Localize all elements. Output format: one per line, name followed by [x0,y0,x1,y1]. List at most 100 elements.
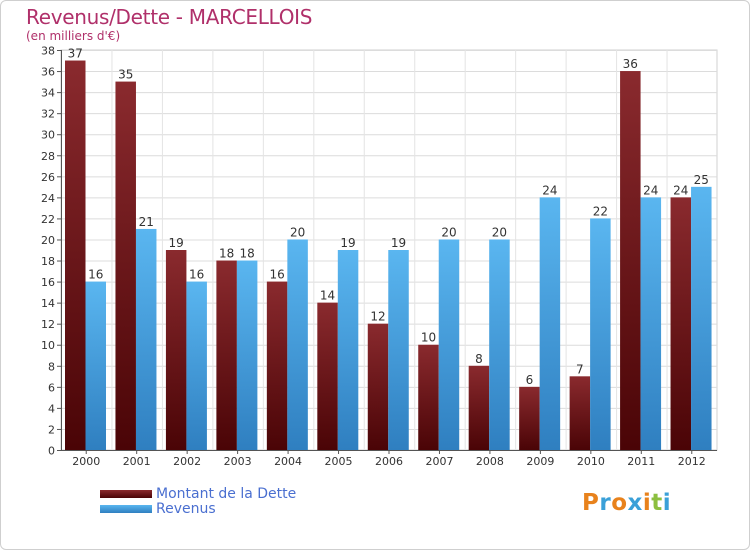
data-label-revenus: 19 [391,236,406,250]
bar-dette [165,250,187,450]
bar-revenus [438,239,460,450]
data-label-revenus: 24 [643,183,658,197]
chart-subtitle: (en milliers d'€) [26,29,121,43]
legend-label-revenus: Revenus [156,500,216,517]
x-tick-label: 2000 [72,455,100,468]
bar-revenus [135,228,157,450]
y-tick-label: 6 [48,381,55,394]
x-tick-label: 2002 [173,455,201,468]
bar-dette [418,344,439,450]
bar-revenus [539,197,561,450]
chart-title: Revenus/Dette - MARCELLOIS [26,5,313,29]
x-tick-label: 2005 [325,455,353,468]
legend-label-dette: Montant de la Dette [156,485,297,502]
data-label-dette: 16 [269,268,284,282]
data-label-dette: 10 [421,331,436,345]
data-label-dette: 8 [475,352,483,366]
y-tick-label: 2 [48,423,55,436]
bar-revenus [691,186,712,450]
x-tick-label: 2009 [526,455,554,468]
data-label-revenus: 20 [441,225,456,239]
x-tick-label: 2011 [627,455,655,468]
data-label-revenus: 16 [88,268,103,282]
logo-letter: x [627,490,643,516]
data-label-dette: 12 [370,310,385,324]
bar-revenus [388,250,409,450]
data-label-dette: 35 [118,68,133,82]
chart-legend: Montant de la Dette Revenus [100,485,297,517]
bar-revenus [590,218,611,450]
logo-letter: t [651,490,663,516]
x-tick-label: 2012 [678,455,706,468]
bar-dette [569,376,591,450]
data-label-revenus: 20 [290,225,305,239]
bar-revenus [640,197,662,450]
x-tick-label: 2007 [425,455,453,468]
y-tick-label: 38 [41,45,55,58]
y-tick-label: 34 [41,87,55,100]
data-label-revenus: 22 [593,204,608,218]
bar-revenus [85,281,106,450]
logo-letter: o [611,490,628,516]
bar-dette [468,365,490,450]
data-label-revenus: 16 [189,268,204,282]
bar-dette [620,71,641,450]
y-tick-label: 30 [41,129,55,142]
bar-revenus [186,281,207,450]
y-tick-label: 24 [41,192,55,205]
data-label-revenus: 20 [492,225,507,239]
y-tick-label: 12 [41,318,55,331]
bar-dette [670,197,692,450]
data-label-revenus: 21 [139,215,154,229]
y-tick-label: 18 [41,255,55,268]
data-label-dette: 14 [320,289,335,303]
data-label-revenus: 25 [694,173,709,187]
data-label-dette: 37 [68,47,83,61]
y-tick-label: 14 [41,297,55,310]
data-label-dette: 24 [673,183,688,197]
data-label-revenus: 18 [239,247,254,261]
x-tick-label: 2004 [274,455,302,468]
data-label-dette: 7 [576,362,584,376]
bar-dette [367,323,389,450]
data-label-dette: 19 [169,236,184,250]
x-tick-label: 2010 [577,455,605,468]
y-tick-label: 10 [41,339,55,352]
bar-revenus [337,250,359,450]
logo-letter: P [582,490,600,516]
data-label-dette: 18 [219,247,234,261]
y-tick-label: 28 [41,150,55,163]
proxiti-logo: Proxiti [582,490,671,516]
data-label-revenus: 24 [542,183,557,197]
data-label-revenus: 19 [340,236,355,250]
y-tick-label: 36 [41,66,55,79]
logo-letter: i [662,490,672,516]
bar-dette [115,81,136,450]
legend-item-dette: Montant de la Dette [100,485,297,502]
y-tick-label: 26 [41,171,55,184]
bar-dette [266,281,288,450]
bar-dette [519,386,540,450]
x-tick-label: 2008 [476,455,504,468]
y-tick-label: 22 [41,213,55,226]
y-tick-label: 8 [48,360,55,373]
legend-item-revenus: Revenus [100,500,296,517]
bar-revenus [287,239,308,450]
logo-letter: i [642,490,652,516]
bar-dette [65,60,86,451]
data-label-dette: 6 [526,373,534,387]
y-tick-label: 32 [41,108,55,121]
y-tick-label: 4 [48,402,55,415]
x-tick-label: 2003 [224,455,252,468]
logo-letter: r [599,490,612,516]
x-tick-label: 2001 [123,455,151,468]
bar-dette [216,260,237,450]
y-tick-label: 0 [48,445,55,458]
bar-dette [317,302,338,450]
bar-revenus [489,239,510,450]
data-label-dette: 36 [623,57,638,71]
y-tick-label: 16 [41,276,55,289]
bar-revenus [236,260,258,450]
legend-swatch-revenus [100,504,152,513]
